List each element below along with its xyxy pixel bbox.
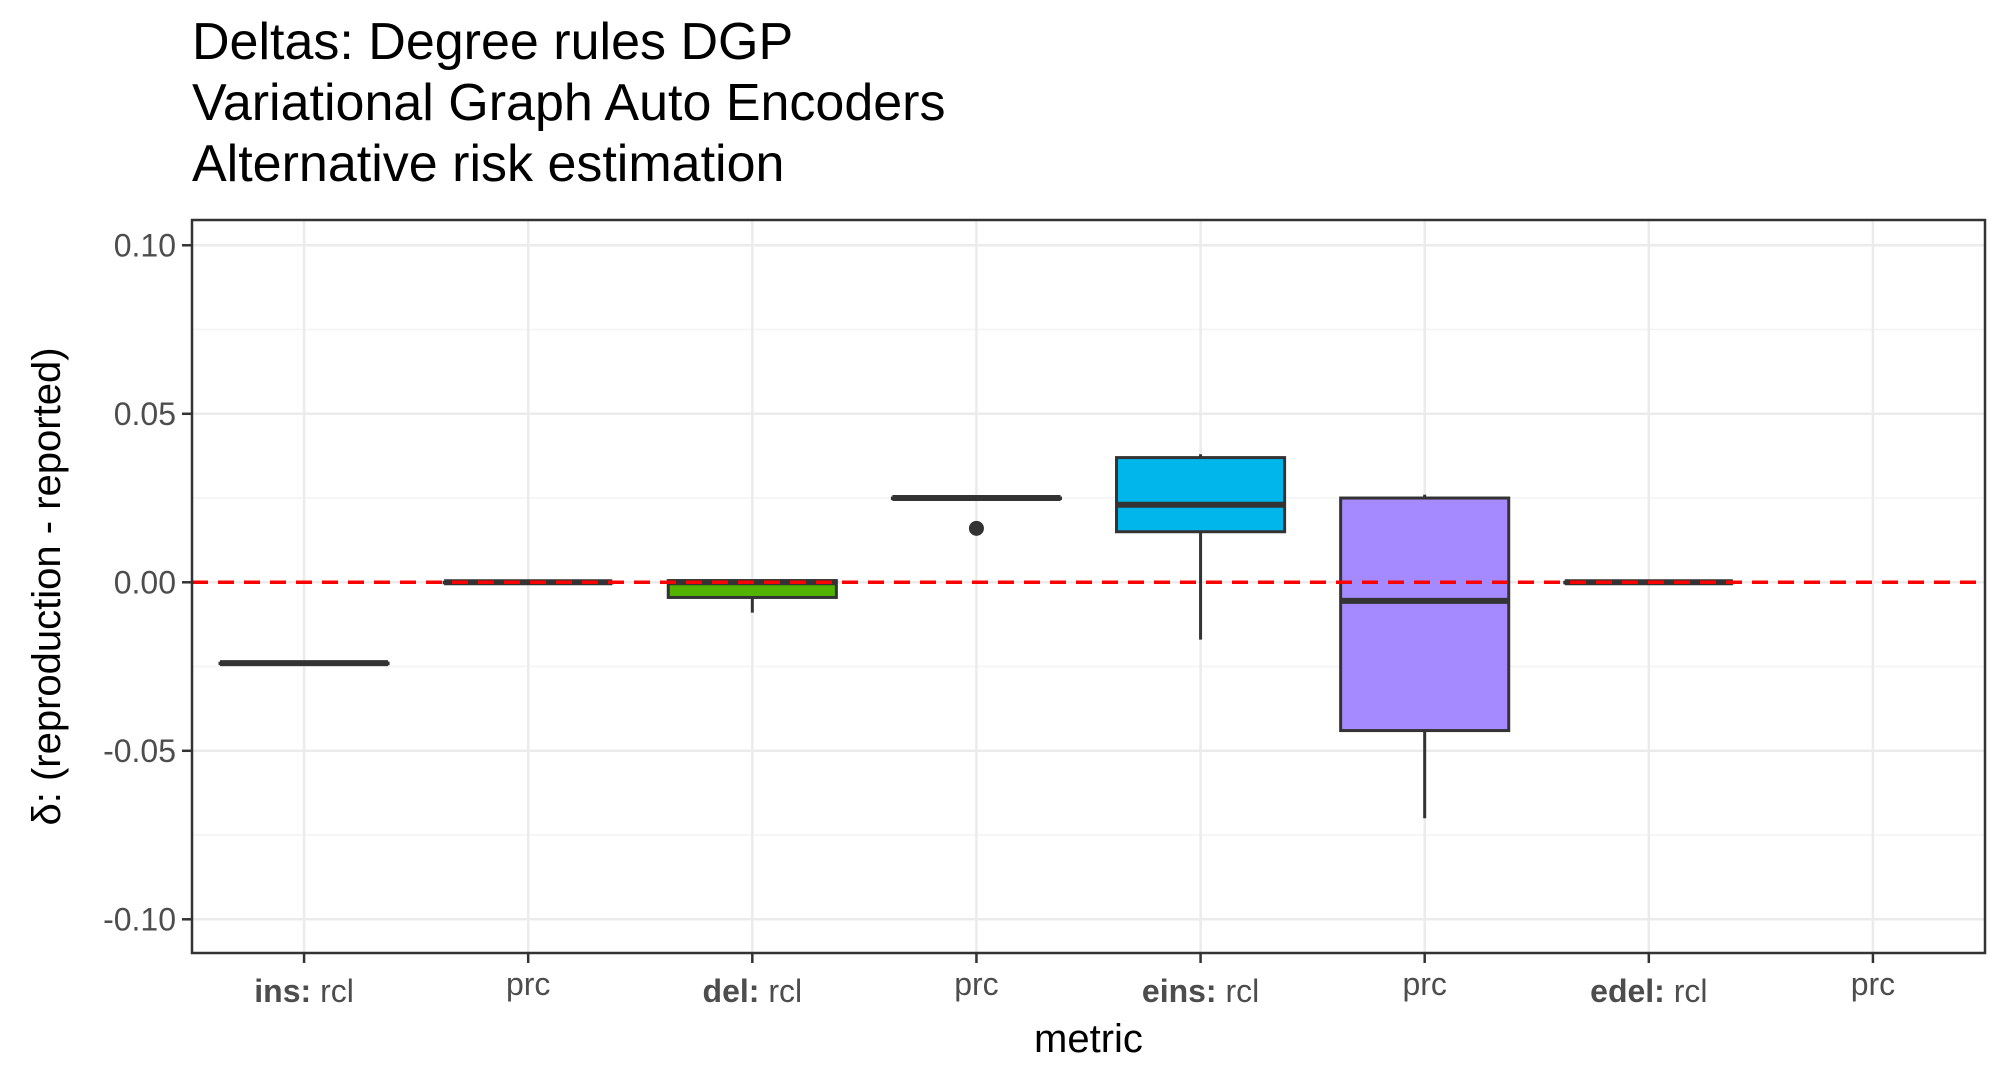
grid-lines xyxy=(192,220,1985,953)
box xyxy=(1339,496,1511,733)
y-axis-title: δ: (reproduction - reported) xyxy=(25,347,69,825)
x-tick-label-text: prc xyxy=(1851,966,1895,1002)
outlier-point xyxy=(968,520,984,536)
box-group xyxy=(1339,494,1511,819)
x-tick-label-text: rcl xyxy=(311,973,354,1009)
y-tick-label: -0.05 xyxy=(103,733,176,769)
panel-border xyxy=(190,218,1987,955)
y-tick-label: -0.10 xyxy=(103,901,176,937)
title-line-3: Alternative risk estimation xyxy=(192,135,785,193)
x-tick-label: prc xyxy=(954,966,998,1002)
x-tick-label-text: prc xyxy=(506,966,550,1002)
box-group xyxy=(890,495,1062,536)
box-group xyxy=(1115,454,1287,640)
y-tick-label: 0.10 xyxy=(114,227,176,263)
x-tick-label-bold: edel: xyxy=(1590,973,1665,1009)
x-tick-label-text: prc xyxy=(954,966,998,1002)
chart-title: Deltas: Degree rules DGP Variational Gra… xyxy=(192,12,946,195)
y-axis: 0.10 0.05 0.00 -0.05 -0.10 xyxy=(103,227,192,937)
title-line-2: Variational Graph Auto Encoders xyxy=(192,74,946,132)
y-tick-label: 0.00 xyxy=(114,564,176,600)
box-group xyxy=(666,579,838,613)
x-tick-label-text: rcl xyxy=(1665,973,1708,1009)
x-tick-label: eins: rcl xyxy=(1142,973,1259,1009)
x-tick-label-bold: ins: xyxy=(254,973,311,1009)
x-tick-label-text: rcl xyxy=(1217,973,1260,1009)
boxes-layer xyxy=(218,454,1735,819)
x-tick-label: ins: rcl xyxy=(254,973,354,1009)
title-line-1: Deltas: Degree rules DGP xyxy=(192,13,794,71)
x-tick-label-text: rcl xyxy=(759,973,802,1009)
box xyxy=(1115,456,1287,534)
box-group xyxy=(218,660,390,667)
y-tick-label: 0.05 xyxy=(114,396,176,432)
x-axis-title: metric xyxy=(1034,1017,1143,1061)
x-tick-label: prc xyxy=(1402,966,1446,1002)
x-tick-label-bold: del: xyxy=(703,973,760,1009)
x-axis: ins: rcl prc del: rcl prc eins: rcl prc edel: … xyxy=(254,953,1895,1009)
x-tick-label: prc xyxy=(506,966,550,1002)
x-tick-label: del: rcl xyxy=(703,973,803,1009)
x-tick-label-bold: eins: xyxy=(1142,973,1217,1009)
x-tick-label: edel: rcl xyxy=(1590,973,1707,1009)
x-tick-label-text: prc xyxy=(1402,966,1446,1002)
x-tick-label: prc xyxy=(1851,966,1895,1002)
